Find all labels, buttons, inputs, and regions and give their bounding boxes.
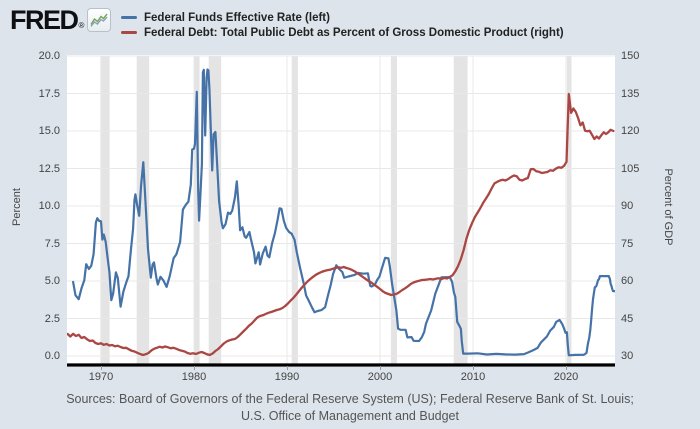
left-axis-tick-label: 2.5 [44, 312, 60, 325]
x-axis-tick-label: 1970 [88, 371, 114, 383]
x-axis-tick-label: 2020 [553, 371, 579, 383]
x-axis-tick-mark [380, 366, 381, 370]
legend-swatch [121, 30, 137, 35]
fred-logo[interactable]: FRED® [10, 5, 85, 36]
recession-band [453, 56, 468, 365]
sources-line-1: Sources: Board of Governors of the Feder… [66, 392, 634, 406]
left-axis-tick-label: 0.0 [44, 350, 60, 362]
series-line-fed-funds[interactable] [71, 68, 615, 357]
registered-mark: ® [78, 21, 85, 30]
x-axis-tick-label: 2000 [367, 371, 393, 383]
left-axis-tick-label: 15.0 [38, 125, 60, 137]
right-axis-tick-label: 45 [621, 312, 634, 325]
sources-line-2: U.S. Office of Management and Budget [241, 409, 459, 423]
chart-legend: Federal Funds Effective Rate (left) Feder… [121, 10, 564, 40]
right-axis-tick-label: 120 [621, 125, 640, 137]
x-axis-tick-label: 2010 [460, 371, 486, 383]
left-axis-tick-label: 10.0 [38, 200, 60, 212]
right-axis-tick-label: 90 [621, 200, 634, 212]
recession-band [566, 56, 572, 365]
recession-band [100, 56, 110, 365]
left-axis-tick-label: 17.5 [38, 87, 60, 100]
recession-band [194, 56, 200, 365]
legend-label: Federal Funds Effective Rate (left) [144, 11, 330, 24]
left-axis-tick-label: 7.5 [44, 237, 60, 250]
legend-label: Federal Debt: Total Public Debt as Perce… [144, 26, 564, 39]
recession-band [291, 56, 298, 365]
x-axis-tick-mark [101, 366, 103, 370]
right-axis-tick-label: 30 [621, 350, 634, 362]
left-axis-tick-label: 12.5 [38, 162, 60, 175]
legend-item-federal-debt[interactable]: Federal Debt: Total Public Debt as Perce… [121, 25, 564, 40]
x-axis-tick-mark [194, 366, 196, 370]
x-axis-tick-mark [287, 366, 289, 370]
right-axis-tick-label: 60 [621, 275, 634, 287]
recession-band [136, 56, 150, 365]
x-axis-tick-mark [473, 366, 474, 370]
recession-band [390, 56, 397, 365]
legend-item-fed-funds[interactable]: Federal Funds Effective Rate (left) [121, 10, 564, 25]
x-axis-tick-label: 1980 [181, 371, 207, 383]
plot-area[interactable] [67, 55, 615, 367]
x-axis-tick-label: 1990 [274, 371, 300, 383]
series-line-federal-debt[interactable] [67, 92, 615, 357]
left-axis-tick-label: 20.0 [38, 50, 60, 62]
sparkline-icon [87, 8, 111, 32]
right-axis-tick-label: 75 [621, 237, 634, 250]
legend-swatch [121, 15, 137, 20]
right-axis-tick-label: 150 [621, 50, 640, 62]
right-axis-tick-label: 105 [621, 162, 640, 175]
x-axis-tick-mark [565, 366, 567, 370]
right-axis-tick-label: 135 [621, 87, 640, 100]
fred-logo-text: FRED [10, 5, 79, 35]
left-axis-tick-label: 5.0 [44, 275, 60, 287]
